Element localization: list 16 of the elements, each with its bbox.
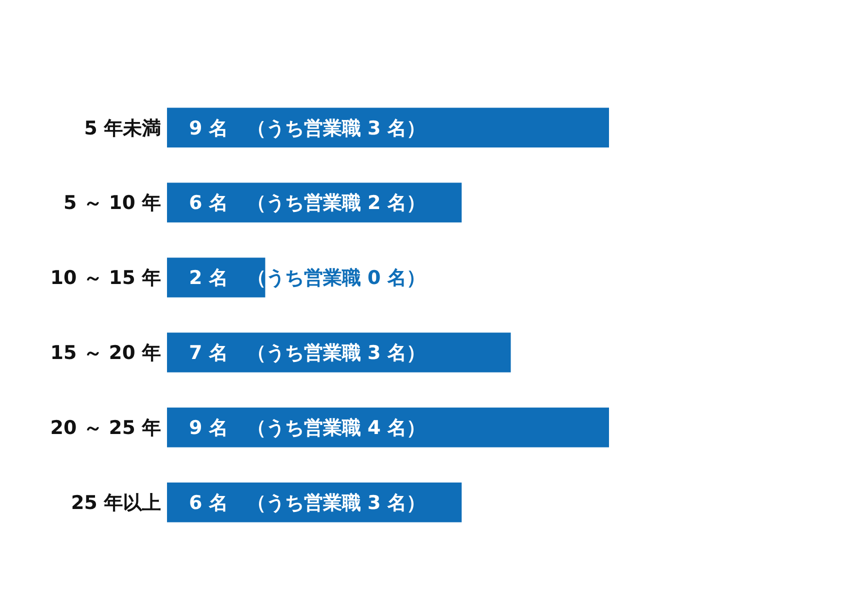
data-label: 6 名 （うち営業職 3 名） (189, 492, 426, 514)
bar (167, 258, 266, 298)
data-label: 9 名 （うち営業職 4 名） (189, 417, 426, 440)
data-label: 6 名 （うち営業職 2 名） (189, 192, 426, 214)
y-tick-label: 5 年未満 (84, 117, 161, 140)
y-tick-label: 15 ～ 20 年 (50, 342, 161, 364)
bar (167, 108, 609, 148)
y-tick-label: 10 ～ 15 年 (50, 267, 161, 290)
data-label: 7 名 （うち営業職 3 名） (189, 342, 426, 364)
y-tick-label: 25 年以上 (70, 492, 161, 514)
y-tick-label: 20 ～ 25 年 (50, 417, 161, 440)
y-tick-label: 5 ～ 10 年 (63, 192, 161, 214)
data-label: 2 名 （うち営業職 0 名） (189, 267, 426, 290)
bar (167, 408, 609, 448)
bar (167, 332, 511, 372)
data-label: 9 名 （うち営業職 3 名） (189, 117, 426, 140)
